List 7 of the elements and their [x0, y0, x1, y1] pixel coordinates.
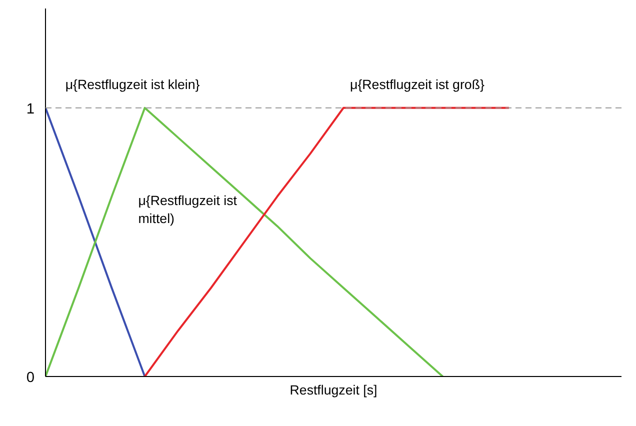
line-series — [46, 106, 444, 376]
series-label: μ{Restflugzeit ist mittel) — [138, 193, 238, 226]
y-tick-label: 1 — [26, 101, 35, 118]
series-label: μ{Restflugzeit ist klein} — [65, 76, 200, 92]
x-axis-title: Restflugzeit [s] — [290, 382, 378, 398]
y-tick-label: 0 — [26, 370, 35, 386]
series-label: μ{Restflugzeit ist groß} — [350, 76, 485, 92]
